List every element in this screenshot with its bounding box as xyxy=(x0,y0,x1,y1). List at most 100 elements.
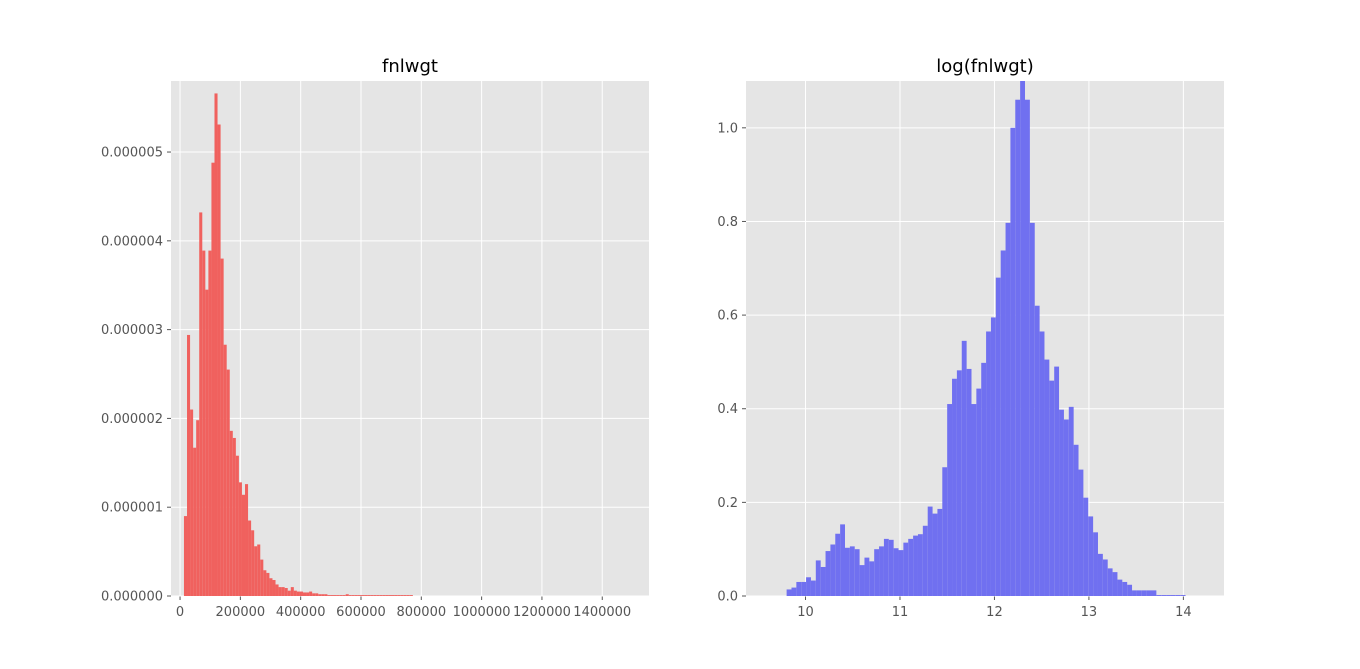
histogram-bar xyxy=(1170,595,1176,596)
plot-background xyxy=(171,81,649,596)
histogram-bar xyxy=(394,595,398,596)
histogram-bar xyxy=(786,589,792,596)
histogram-bar xyxy=(373,595,377,596)
histogram-bar xyxy=(932,513,938,596)
histogram-bar xyxy=(263,570,267,596)
x-tick-label: 11 xyxy=(892,605,909,620)
x-tick-label: 1200000 xyxy=(513,605,571,620)
histogram-bar xyxy=(199,212,203,596)
histogram-bar xyxy=(1088,516,1094,596)
histogram-bar xyxy=(913,535,918,596)
histogram-bar xyxy=(306,592,310,596)
histogram-bar xyxy=(830,544,836,596)
histogram-bar xyxy=(409,595,413,596)
histogram-bar xyxy=(315,593,319,596)
histogram-bar xyxy=(956,370,962,596)
histogram-bar xyxy=(1180,595,1186,596)
chart-title: fnlwgt xyxy=(382,56,438,77)
histogram-bar xyxy=(1078,469,1084,596)
histogram-bar xyxy=(1107,568,1113,596)
histogram-bar xyxy=(205,289,209,596)
histogram-bar xyxy=(1117,579,1123,596)
histogram-bar xyxy=(333,595,337,596)
histogram-bar xyxy=(1097,553,1103,596)
histogram-bar xyxy=(388,595,392,596)
histogram-bar xyxy=(825,551,831,596)
histogram-bar xyxy=(309,591,313,596)
histogram-bar xyxy=(1015,99,1021,597)
histogram-bar xyxy=(302,592,307,596)
histogram-bar xyxy=(382,595,386,596)
histogram-bar xyxy=(293,590,297,596)
histogram-bar xyxy=(859,565,865,596)
histogram-bar xyxy=(367,595,371,596)
histogram-bar xyxy=(211,162,215,597)
histogram-bar xyxy=(961,340,967,596)
histogram-bar xyxy=(883,538,889,596)
x-tick-label: 600000 xyxy=(336,605,386,620)
histogram-bar xyxy=(952,378,957,596)
histogram-bar xyxy=(1025,99,1030,597)
histogram-bar xyxy=(898,550,904,596)
y-tick-label: 0.8 xyxy=(717,215,738,230)
histogram-bar xyxy=(879,546,884,596)
x-tick-label: 400000 xyxy=(276,605,326,620)
histogram-bar xyxy=(922,525,928,596)
histogram-bar xyxy=(348,595,352,596)
y-tick-label: 0.2 xyxy=(717,496,738,511)
histogram-bar xyxy=(312,593,316,596)
histogram-bar xyxy=(345,594,349,596)
histogram-bar xyxy=(1039,331,1045,596)
histogram-bar xyxy=(281,587,285,596)
histogram-bar xyxy=(1068,406,1074,596)
x-tick-label: 0 xyxy=(176,605,184,620)
histogram-bar xyxy=(1156,595,1162,596)
histogram-bar xyxy=(869,561,875,596)
histogram-bar xyxy=(385,595,389,596)
histogram-bar xyxy=(196,420,200,596)
histogram-bar xyxy=(275,584,279,596)
histogram-bar xyxy=(1146,590,1152,596)
histogram-bar xyxy=(796,581,802,596)
histogram-bar xyxy=(806,577,811,596)
histogram-bar xyxy=(1161,595,1167,596)
histogram-bar xyxy=(232,437,236,596)
histogram-bar xyxy=(966,368,972,596)
histogram-bar xyxy=(1112,572,1118,596)
histogram-bar xyxy=(1005,222,1011,597)
histogram-bar xyxy=(1127,584,1133,596)
histogram-bar xyxy=(251,530,255,596)
histogram-bar xyxy=(220,258,224,596)
histogram-bar xyxy=(391,595,395,596)
histogram-bar xyxy=(208,250,212,596)
histogram-bar xyxy=(336,595,340,596)
histogram-bar xyxy=(976,388,982,596)
histogram-bar xyxy=(284,588,288,596)
histogram-bar xyxy=(217,124,221,597)
histogram-bar xyxy=(238,482,242,596)
histogram-bar xyxy=(893,548,899,596)
y-tick-label: 0.000001 xyxy=(101,501,163,516)
histogram-bar xyxy=(971,404,977,596)
histogram-bar xyxy=(1063,419,1069,596)
histogram-bar xyxy=(406,595,410,596)
histogram-bar xyxy=(990,317,996,596)
histogram-bar xyxy=(190,409,194,596)
histogram-bar xyxy=(245,484,249,596)
histogram-bar xyxy=(1029,222,1035,597)
histogram-bar xyxy=(278,587,282,596)
histogram-bar xyxy=(1083,497,1089,596)
histogram-bar xyxy=(981,362,987,596)
histogram-bar xyxy=(379,595,383,596)
histogram-bar xyxy=(299,591,303,596)
histogram-bar xyxy=(226,369,230,596)
histogram-bar xyxy=(269,578,273,596)
histogram-bar xyxy=(1054,366,1060,596)
histogram-bar xyxy=(257,544,261,596)
histogram-bar xyxy=(235,455,239,596)
histogram-bar xyxy=(321,594,325,596)
histogram-bar xyxy=(241,494,246,596)
histogram-bar xyxy=(903,542,909,596)
x-tick-label: 1400000 xyxy=(573,605,631,620)
